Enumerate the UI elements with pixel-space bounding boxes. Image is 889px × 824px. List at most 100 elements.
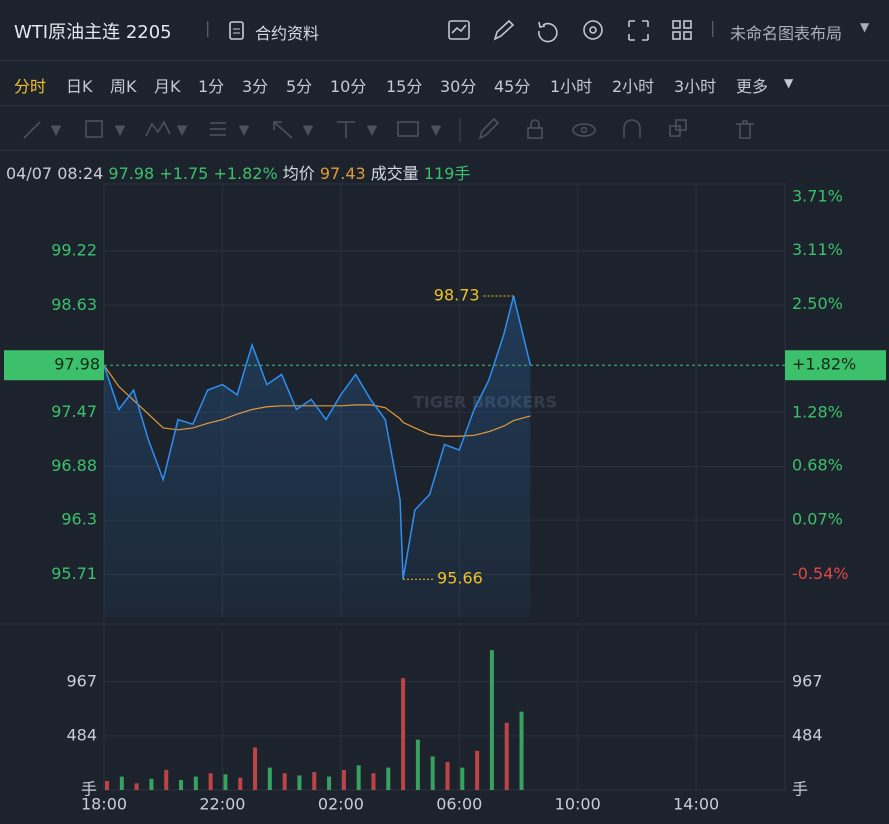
volume-bar — [179, 779, 184, 790]
info-button[interactable]: 合约资料 — [255, 24, 320, 43]
doc-icon[interactable] — [228, 21, 246, 41]
y2-tick-label: 3.71% — [792, 187, 843, 206]
volume-bar — [504, 722, 509, 790]
y-tick-label: 98.63 — [51, 295, 97, 314]
svg-text:▾: ▾ — [116, 120, 124, 139]
volume-bar — [267, 767, 272, 790]
volume-bar — [105, 781, 109, 790]
extreme-label: 95.66 — [437, 569, 483, 588]
header: WTI原油主连 2205 | 合约资料 | 未命名图表布局 ▼ — [0, 0, 889, 61]
tab-bar: 分时 日K 周K 月K 1分 3分 5分 10分 15分 30分 45分 1小时 2小时 3小时 更多 ▼ — [0, 61, 889, 106]
volume-bar — [297, 775, 302, 790]
more-caret[interactable]: ▼ — [784, 76, 794, 90]
tab[interactable]: 日K — [66, 77, 93, 96]
chart-icon[interactable] — [448, 20, 470, 40]
last-price-tag — [4, 350, 104, 381]
svg-text:▾: ▾ — [432, 120, 440, 139]
edit-icon[interactable] — [493, 19, 515, 41]
x-tick-label: 06:00 — [436, 795, 482, 814]
undo-icon[interactable] — [538, 21, 558, 43]
volume-bar — [489, 650, 494, 790]
y-tick-label: 96.88 — [51, 456, 97, 475]
svg-text:▾: ▾ — [368, 120, 376, 139]
y-tick-label: 95.71 — [51, 564, 97, 583]
tab[interactable]: 10分 — [330, 77, 367, 96]
quote-change-pct: +1.82% — [213, 164, 278, 183]
drawing-toolbar: ▾ ▾ ▾ ▾ ▾ ▾ ▾ — [0, 106, 889, 151]
layout-name[interactable]: 未命名图表布局 — [730, 24, 843, 43]
volume-bar — [386, 767, 391, 790]
last-pct-label: +1.82% — [792, 355, 856, 374]
layout-icon[interactable] — [672, 20, 681, 29]
avg-value: 97.43 — [319, 164, 366, 183]
y-tick-label: 96.3 — [61, 510, 97, 529]
volume-bar — [327, 776, 332, 790]
svg-text:▾: ▾ — [304, 120, 312, 139]
y2-tick-label: -0.54% — [792, 564, 849, 583]
volume-bar — [253, 747, 258, 790]
tab[interactable]: 3分 — [242, 77, 269, 96]
avg-label: 均价 — [282, 164, 315, 183]
y2-tick-label: 0.07% — [792, 510, 843, 529]
volume-bar — [282, 773, 287, 790]
tab[interactable]: 月K — [154, 77, 181, 96]
svg-text:▾: ▾ — [52, 120, 60, 139]
volume-unit: 手 — [792, 780, 808, 799]
volume-tick-label: 484 — [792, 725, 823, 744]
quote-price: 97.98 — [108, 164, 155, 183]
volume-bar — [445, 762, 450, 790]
y2-tick-label: 1.28% — [792, 402, 843, 421]
volume-tick-label: 967 — [66, 671, 97, 690]
tab[interactable]: 周K — [110, 77, 137, 96]
price-area — [104, 296, 531, 617]
volume-bar — [134, 783, 139, 790]
tab[interactable]: 1小时 — [550, 77, 593, 96]
volume-bar — [401, 678, 406, 790]
volume-label: 成交量 — [370, 164, 419, 183]
tool-icons: ▾ ▾ ▾ ▾ ▾ ▾ ▾ — [23, 117, 754, 142]
x-tick-label: 10:00 — [555, 795, 601, 814]
volume-bar — [341, 769, 346, 790]
tab[interactable]: 3小时 — [674, 77, 717, 96]
avg-line — [103, 364, 531, 437]
tab[interactable]: 2小时 — [612, 77, 655, 96]
volume-tick-label: 484 — [66, 725, 97, 744]
volume-bar — [193, 776, 198, 790]
tab[interactable]: 更多 — [736, 77, 769, 96]
last-pct-tag — [785, 350, 886, 381]
x-tick-label: 14:00 — [673, 795, 719, 814]
price-line — [103, 295, 532, 580]
tab[interactable]: 分时 — [14, 77, 47, 96]
x-tick-label: 18:00 — [81, 795, 127, 814]
quote-change: +1.75 — [159, 164, 209, 183]
settings-icon[interactable] — [583, 20, 603, 40]
x-tick-label: 02:00 — [318, 795, 364, 814]
volume-bar — [238, 777, 243, 790]
volume-bar — [371, 773, 376, 790]
fullscreen-icon[interactable] — [628, 20, 649, 41]
volume-unit: 手 — [81, 780, 97, 799]
tab[interactable]: 15分 — [386, 77, 423, 96]
last-price-label: 97.98 — [54, 355, 100, 374]
volume-bar — [356, 765, 361, 790]
tab[interactable]: 1分 — [198, 77, 225, 96]
volume-bar — [119, 776, 124, 790]
volume-bar — [430, 756, 435, 790]
y-tick-label: 99.22 — [51, 240, 97, 259]
svg-text:▾: ▾ — [178, 120, 186, 139]
tab[interactable]: 45分 — [494, 77, 531, 96]
volume-bar — [208, 773, 213, 790]
y2-tick-label: 0.68% — [792, 456, 843, 475]
tab[interactable]: 30分 — [440, 77, 477, 96]
header-icons — [448, 19, 692, 43]
y2-tick-label: 2.50% — [792, 294, 843, 313]
volume-value: 119手 — [423, 164, 471, 183]
volume-bar — [164, 769, 169, 790]
svg-text:▾: ▾ — [240, 120, 248, 139]
volume-bar — [415, 739, 420, 790]
volume-bar — [475, 750, 480, 790]
y-tick-label: 97.47 — [51, 402, 97, 421]
tab[interactable]: 5分 — [286, 77, 313, 96]
